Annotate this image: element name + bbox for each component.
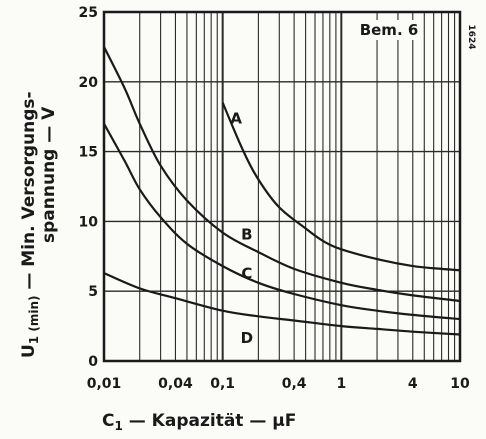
chart-grid — [104, 12, 460, 361]
y-tick-label: 20 — [79, 75, 99, 91]
figure-code: 1624 — [466, 24, 476, 49]
chart-ticks: 0,01 0,04 0,1 0,4 1 4 10 0 5 10 15 20 25 — [79, 5, 470, 392]
curve-label-b: B — [241, 226, 252, 244]
x-axis-label: C1 — Kapazität — µF — [102, 411, 296, 433]
series-line-b — [103, 46, 461, 303]
y-axis-label: U1 (min) — Min. Versorgungs- spannung — … — [19, 91, 59, 358]
annotation-note: Bem. 6 — [360, 21, 419, 39]
series-line-a — [221, 102, 461, 272]
curve-label-d: D — [241, 329, 253, 347]
x-tick-label: 4 — [408, 376, 418, 392]
x-tick-label: 0,04 — [158, 376, 193, 392]
y-tick-label: 5 — [88, 284, 98, 300]
y-tick-label: 0 — [88, 354, 98, 370]
y-tick-label: 25 — [79, 5, 98, 21]
annotation-bg — [360, 20, 418, 40]
y-tick-label: 15 — [79, 145, 98, 161]
y-axis-label-line1: U1 (min) — Min. Versorgungs- — [19, 91, 41, 358]
y-tick-label: 10 — [79, 214, 99, 230]
chart-curves — [103, 46, 461, 336]
x-tick-label: 1 — [336, 376, 346, 392]
series-line-c — [103, 123, 461, 321]
chart-frame — [102, 10, 462, 363]
x-tick-label: 0,4 — [282, 376, 307, 392]
x-tick-label: 0,1 — [210, 376, 235, 392]
x-tick-label: 0,01 — [87, 376, 122, 392]
x-tick-label: 10 — [450, 376, 470, 392]
curve-label-a: A — [230, 110, 242, 128]
curve-labels: A B C D — [230, 110, 253, 347]
series-line-d — [103, 272, 461, 336]
y-axis-label-line2: spannung — V — [39, 106, 59, 243]
curve-label-c: C — [241, 265, 252, 283]
